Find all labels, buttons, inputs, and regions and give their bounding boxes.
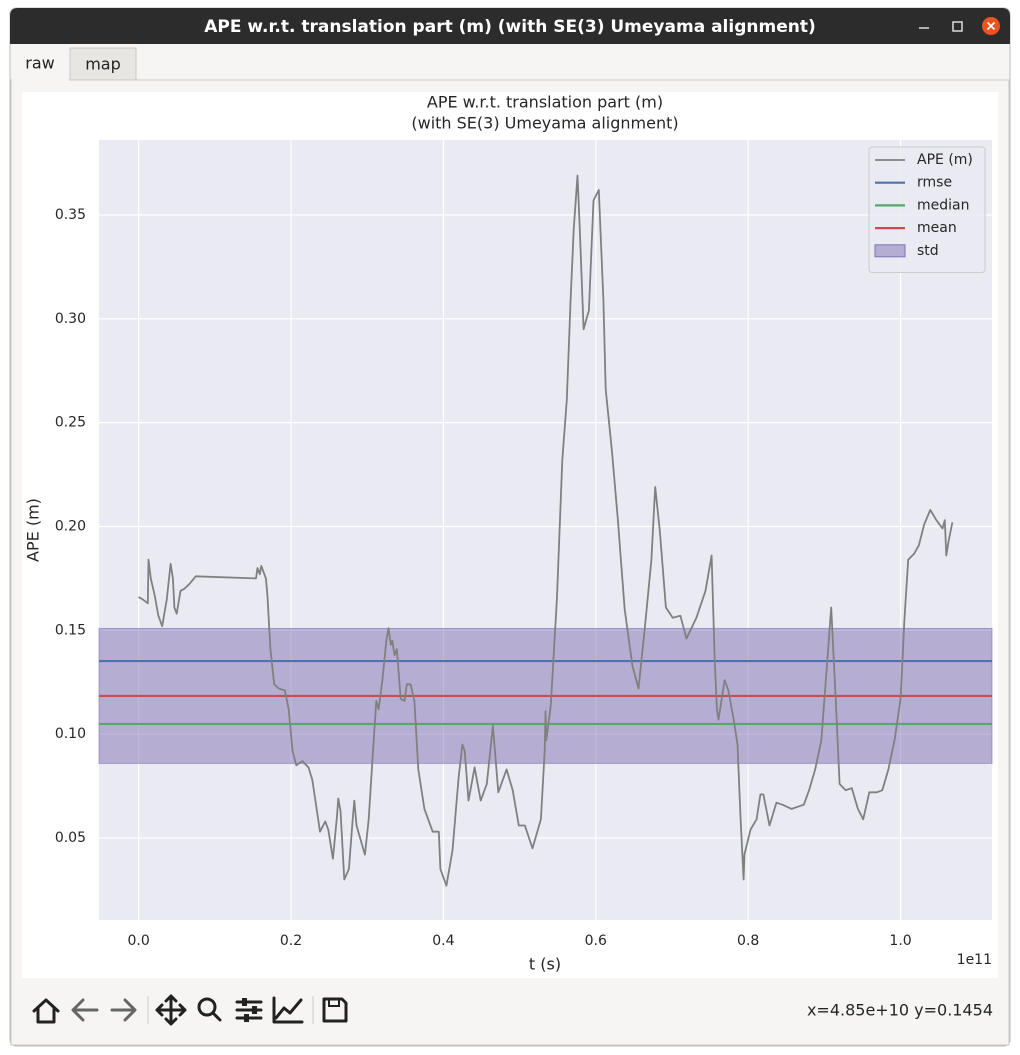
zoom-handle	[211, 1011, 222, 1022]
legend-label: rmse	[917, 175, 952, 191]
y-tick-label: 0.10	[55, 726, 86, 742]
y-tick-label: 0.25	[55, 415, 86, 431]
save-shutter	[328, 998, 340, 1007]
y-tick-label: 0.05	[55, 830, 86, 846]
slider-knob	[252, 1006, 257, 1014]
legend-label: mean	[917, 220, 957, 236]
tab-raw[interactable]	[12, 46, 69, 81]
window-title: APE w.r.t. translation part (m) (with SE…	[204, 17, 815, 37]
x-axis-label: t (s)	[529, 955, 561, 974]
pan-button[interactable]	[155, 994, 187, 1026]
axes-button[interactable]	[272, 996, 304, 1024]
legend-box	[868, 146, 986, 273]
y-tick-label: 0.15	[55, 622, 86, 638]
title-bar	[10, 8, 1010, 44]
home-icon	[32, 998, 60, 1024]
axes-icon	[272, 996, 304, 1024]
y-tick-label: 0.20	[55, 518, 86, 534]
chart-subtitle: (with SE(3) Umeyama alignment)	[411, 114, 678, 133]
tab-label[interactable]: map	[85, 55, 121, 74]
chart-title: APE w.r.t. translation part (m)	[427, 93, 663, 112]
data-line	[138, 174, 954, 887]
slider-knob	[242, 998, 247, 1006]
forward-button[interactable]	[110, 998, 137, 1022]
zoom-button[interactable]	[197, 997, 222, 1022]
legend-label: std	[917, 243, 939, 259]
y-tick-label: 0.30	[55, 311, 86, 327]
x-tick-label: 0.8	[737, 933, 759, 949]
forward-icon	[110, 998, 137, 1022]
save-button[interactable]	[322, 997, 348, 1023]
maximize-button[interactable]	[952, 21, 963, 32]
plot: APE (m) rmse median mean std	[98, 140, 993, 920]
x-tick-label: 1.0	[889, 933, 911, 949]
legend-swatch	[874, 244, 906, 258]
tab-label[interactable]: raw	[25, 54, 54, 73]
close-button[interactable]	[982, 17, 1000, 35]
x-tick-label: 0.0	[127, 933, 149, 949]
status-text: x=4.85e+10 y=0.1454	[807, 1001, 993, 1020]
close-x	[986, 21, 996, 31]
plot-area	[99, 140, 992, 920]
back-icon	[71, 998, 99, 1022]
x-tick-label: 0.2	[280, 933, 302, 949]
x-offset-label: 1e11	[957, 952, 992, 968]
zoom-icon	[197, 997, 217, 1017]
back-button[interactable]	[71, 998, 99, 1022]
slider-knob	[244, 1014, 249, 1022]
y-axis-label: APE (m)	[24, 498, 43, 562]
x-tick-label: 0.6	[585, 933, 607, 949]
tab-map[interactable]	[69, 47, 137, 81]
home-button[interactable]	[32, 998, 60, 1024]
toolbar	[32, 994, 348, 1026]
legend-label: APE (m)	[917, 152, 973, 168]
legend-label: median	[917, 197, 969, 213]
pan-icon	[155, 994, 187, 1026]
x-tick-label: 0.4	[432, 933, 454, 949]
y-tick-label: 0.35	[55, 207, 86, 223]
configure-button[interactable]	[235, 998, 263, 1022]
